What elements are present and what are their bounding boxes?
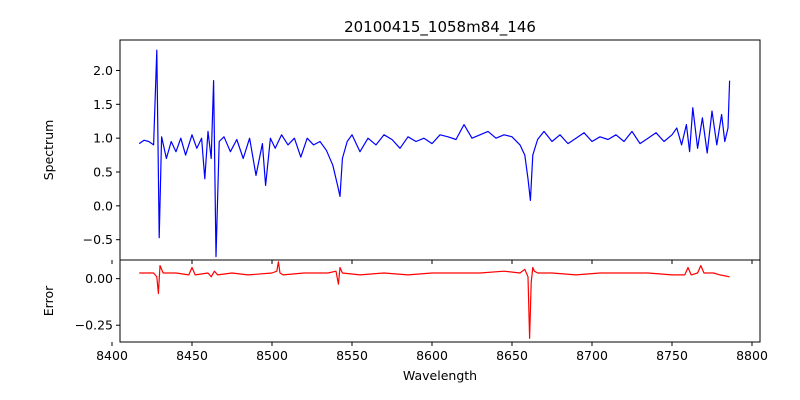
xtick-label: 8800 bbox=[736, 348, 768, 363]
xtick-label: 8550 bbox=[336, 348, 368, 363]
error-series-line bbox=[139, 261, 730, 339]
spectrum-panel: Spectrum −0.5 0.0 0.5 1.0 1.5 2.0 bbox=[41, 39, 761, 264]
xtick-label: 8700 bbox=[576, 348, 608, 363]
spectrum-ytick-label: 1.5 bbox=[93, 97, 113, 112]
spectrum-ytick-label: 0.0 bbox=[93, 198, 113, 213]
error-ytick-label: −0.25 bbox=[75, 318, 113, 333]
xtick-label: 8750 bbox=[656, 348, 688, 363]
spectrum-ytick-label: −0.5 bbox=[83, 232, 113, 247]
error-axes-frame bbox=[119, 259, 761, 343]
xtick-label: 8450 bbox=[176, 348, 208, 363]
spectrum-series-line bbox=[138, 49, 731, 258]
xtick-label: 8650 bbox=[496, 348, 528, 363]
x-axis-label: Wavelength bbox=[403, 368, 477, 383]
spectrum-ytick-label: 0.5 bbox=[93, 165, 113, 180]
spectrum-ytick-label: 2.0 bbox=[93, 63, 113, 78]
error-panel: Error −0.25 0.00 bbox=[41, 259, 761, 346]
error-ytick-label: 0.00 bbox=[85, 271, 113, 286]
xtick-label: 8400 bbox=[96, 348, 128, 363]
chart-title: 20100415_1058m84_146 bbox=[344, 18, 536, 37]
spectrum-ylabel: Spectrum bbox=[41, 120, 56, 181]
error-ylabel: Error bbox=[41, 285, 56, 316]
xtick-label: 8600 bbox=[416, 348, 448, 363]
xtick-label: 8500 bbox=[256, 348, 288, 363]
spectrum-ytick-label: 1.0 bbox=[93, 131, 113, 146]
